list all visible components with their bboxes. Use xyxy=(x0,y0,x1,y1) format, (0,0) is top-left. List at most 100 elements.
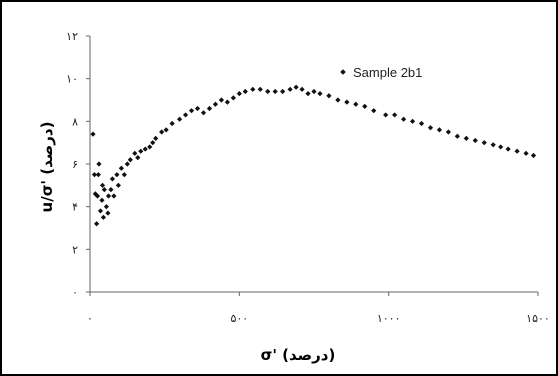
data-point xyxy=(142,146,148,152)
data-point xyxy=(90,131,96,137)
data-point xyxy=(383,112,389,118)
y-tick-label: ۸ xyxy=(72,115,78,128)
x-tick-label: ۵۰۰ xyxy=(230,312,248,325)
data-point xyxy=(230,95,236,101)
data-point xyxy=(93,221,100,227)
y-tick-label: ۱۰ xyxy=(66,73,78,86)
data-point xyxy=(236,91,242,97)
data-point xyxy=(200,110,207,116)
data-point xyxy=(242,88,248,95)
data-point xyxy=(299,86,305,92)
data-point xyxy=(135,155,141,161)
data-point xyxy=(454,133,460,139)
data-point xyxy=(335,97,341,103)
data-point xyxy=(150,140,156,146)
data-point xyxy=(472,137,478,144)
legend-marker xyxy=(340,69,346,75)
data-point xyxy=(530,152,537,159)
data-point xyxy=(523,150,529,156)
data-point xyxy=(188,108,195,114)
legend-label: Sample 2b1 xyxy=(353,65,422,80)
data-point xyxy=(498,144,504,150)
data-point xyxy=(96,161,102,167)
x-axis-ticks: ۰ ۵۰۰ ۱۰۰۰ ۱۵۰۰ xyxy=(87,292,550,325)
data-point xyxy=(418,120,425,127)
data-point xyxy=(159,129,165,135)
data-point xyxy=(99,197,105,203)
data-point xyxy=(392,112,398,118)
data-point xyxy=(114,172,120,178)
data-point xyxy=(287,86,293,92)
x-axis-title: σ' (درصد) xyxy=(261,346,336,364)
y-tick-label: ۲ xyxy=(72,243,78,256)
data-point xyxy=(91,172,98,178)
data-point xyxy=(99,182,106,188)
data-point xyxy=(163,127,169,133)
data-point xyxy=(409,118,416,124)
data-point xyxy=(362,103,368,109)
data-point xyxy=(481,140,487,146)
data-point xyxy=(111,193,117,199)
data-point xyxy=(250,86,256,92)
data-point xyxy=(95,172,101,178)
data-point xyxy=(257,86,263,92)
data-point xyxy=(293,84,299,90)
y-tick-label: ۴ xyxy=(72,201,78,214)
data-point xyxy=(169,120,175,127)
data-point xyxy=(105,193,112,199)
data-point xyxy=(344,99,350,105)
data-point xyxy=(147,144,153,150)
data-point xyxy=(118,165,124,171)
data-point xyxy=(182,112,189,118)
data-point xyxy=(103,204,110,210)
data-point xyxy=(353,101,359,107)
data-point xyxy=(177,116,183,122)
data-point xyxy=(109,176,115,182)
data-point xyxy=(108,187,114,193)
y-axis-ticks: ۰ ۲ ۴ ۶ ۸ ۱۰ ۱۲ xyxy=(66,30,90,299)
data-point xyxy=(132,150,138,156)
data-point xyxy=(115,182,121,188)
data-point xyxy=(445,129,451,135)
data-point xyxy=(436,127,443,133)
data-point xyxy=(121,172,127,178)
data-point xyxy=(305,91,311,97)
data-points xyxy=(90,84,537,227)
data-point xyxy=(505,146,511,152)
y-tick-label: ۱۲ xyxy=(66,30,78,43)
data-point xyxy=(280,88,286,95)
data-point xyxy=(94,193,101,199)
data-point xyxy=(224,99,230,105)
data-point xyxy=(127,157,133,163)
data-point xyxy=(326,93,332,99)
data-point xyxy=(194,105,201,112)
data-point xyxy=(218,97,225,103)
data-point xyxy=(153,135,159,141)
legend: Sample 2b1 xyxy=(340,65,422,80)
x-tick-label: ۰ xyxy=(87,312,93,325)
data-point xyxy=(138,148,144,154)
data-point xyxy=(490,142,496,148)
y-tick-label: ۰ xyxy=(72,286,78,299)
data-point xyxy=(124,161,130,167)
y-axis-title: u/σ' (درصد) xyxy=(38,122,56,213)
y-tick-label: ۶ xyxy=(72,158,78,171)
data-point xyxy=(272,88,278,95)
x-tick-label: ۱۵۰۰ xyxy=(526,312,550,325)
data-point xyxy=(317,91,323,97)
x-tick-label: ۱۰۰۰ xyxy=(377,312,401,325)
data-point xyxy=(101,187,107,193)
data-point xyxy=(427,125,434,131)
data-point xyxy=(105,210,111,216)
data-point xyxy=(100,214,107,220)
data-point xyxy=(265,88,271,95)
data-point xyxy=(463,135,469,141)
data-point xyxy=(371,108,377,114)
axes xyxy=(89,36,538,293)
data-point xyxy=(212,101,219,107)
data-point xyxy=(206,105,213,112)
data-point xyxy=(401,116,407,122)
data-point xyxy=(311,88,317,95)
